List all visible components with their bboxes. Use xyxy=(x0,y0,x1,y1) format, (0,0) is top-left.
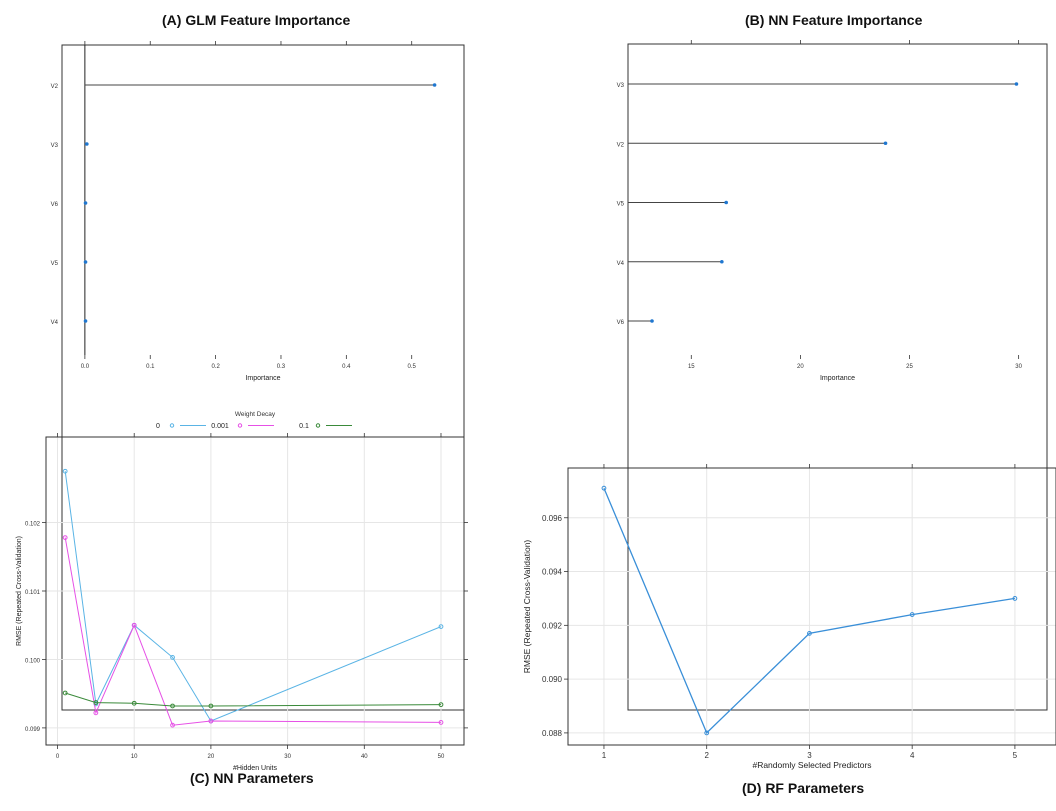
x-tick-label-b-30: 30 xyxy=(1015,364,1022,370)
title-panel-a: (A) GLM Feature Importance xyxy=(162,12,351,28)
y-axis-label-d: RMSE (Repeated Cross-Validation) xyxy=(522,540,532,674)
x-axis-label-d: #Randomly Selected Predictors xyxy=(752,760,871,770)
point-a-v5 xyxy=(83,260,88,264)
point-c-1-0 xyxy=(62,535,68,541)
point-c-0-5 xyxy=(438,624,444,629)
point-c-1-3 xyxy=(170,722,175,728)
point-c-1-5 xyxy=(438,720,444,725)
x-tick-label-c-10: 10 xyxy=(131,754,138,760)
x-tick-label-b-20: 20 xyxy=(797,364,804,370)
y-tick-label-c-0.102: 0.102 xyxy=(25,522,41,528)
category-label-b-v5: V5 xyxy=(617,202,625,208)
y-tick-label-d-0.092: 0.092 xyxy=(542,621,563,630)
x-axis-label-c: #Hidden Units xyxy=(233,765,277,772)
point-c-2-5 xyxy=(438,702,444,708)
x-tick-label-d-4: 4 xyxy=(910,751,915,760)
point-a-v2 xyxy=(432,83,437,87)
title-panel-c: (C) NN Parameters xyxy=(190,770,314,786)
plot-frame-a xyxy=(61,44,465,711)
legend-label-c-1: 0.001 xyxy=(211,423,229,430)
point-c-2-1 xyxy=(93,700,99,705)
x-tick-label-a-0.2: 0.2 xyxy=(211,364,220,370)
y-tick-label-d-0.094: 0.094 xyxy=(542,568,563,577)
x-axis-label-a: Importance xyxy=(245,375,280,382)
plot-frame-b xyxy=(627,43,1048,711)
x-tick-label-a-0.3: 0.3 xyxy=(277,364,286,370)
y-tick-label-c-0.101: 0.101 xyxy=(25,590,41,596)
point-c-2-4 xyxy=(208,703,214,709)
plot-frame-d xyxy=(567,467,1056,746)
point-b-v2 xyxy=(883,141,888,146)
point-c-2-3 xyxy=(170,703,175,709)
point-b-v5 xyxy=(724,200,729,205)
point-d-0-0 xyxy=(601,485,607,491)
point-c-2-0 xyxy=(62,690,68,696)
x-tick-label-b-15: 15 xyxy=(688,364,695,370)
category-label-b-v6: V6 xyxy=(617,320,625,326)
series-line-c-1 xyxy=(64,537,442,726)
x-tick-label-c-20: 20 xyxy=(208,754,215,760)
x-tick-label-d-2: 2 xyxy=(704,751,709,760)
x-tick-label-d-3: 3 xyxy=(807,751,812,760)
x-tick-label-c-40: 40 xyxy=(361,754,368,760)
point-b-v6 xyxy=(650,319,654,323)
y-tick-label-c-0.100: 0.100 xyxy=(25,658,41,664)
point-d-0-2 xyxy=(807,630,812,636)
x-tick-label-c-0: 0 xyxy=(56,754,60,760)
point-b-v3 xyxy=(1014,82,1019,86)
point-c-1-4 xyxy=(208,718,214,724)
category-label-a-v4: V4 xyxy=(51,320,59,326)
y-tick-label-d-0.096: 0.096 xyxy=(542,514,563,523)
point-c-1-2 xyxy=(131,622,137,628)
legend-marker-c-1 xyxy=(237,423,243,428)
category-label-a-v2: V2 xyxy=(51,84,59,90)
category-label-a-v5: V5 xyxy=(51,261,59,267)
x-tick-label-b-25: 25 xyxy=(906,364,913,370)
point-d-0-1 xyxy=(704,730,710,736)
legend-label-c-2: 0.1 xyxy=(299,423,309,430)
series-line-c-2 xyxy=(65,692,442,707)
legend-label-c-0: 0 xyxy=(156,423,160,430)
point-d-0-3 xyxy=(909,612,915,617)
category-label-a-v3: V3 xyxy=(51,143,59,149)
x-axis-label-b: Importance xyxy=(820,375,855,382)
legend-marker-c-0 xyxy=(169,423,175,428)
point-c-2-2 xyxy=(131,700,137,706)
x-tick-label-a-0.4: 0.4 xyxy=(342,364,351,370)
category-label-b-v3: V3 xyxy=(617,83,625,89)
title-panel-b: (B) NN Feature Importance xyxy=(745,12,923,28)
y-tick-label-d-0.088: 0.088 xyxy=(542,729,563,738)
point-a-v4 xyxy=(83,319,88,323)
point-c-0-0 xyxy=(62,468,68,474)
point-a-v3 xyxy=(85,142,89,146)
legend-title-c: Weight Decay xyxy=(235,411,276,418)
point-d-0-4 xyxy=(1012,596,1018,601)
point-c-1-1 xyxy=(93,710,99,716)
x-tick-label-d-5: 5 xyxy=(1013,751,1018,760)
series-line-c-0 xyxy=(64,471,442,722)
series-line-d-0 xyxy=(603,487,1016,735)
x-tick-label-a-0.0: 0.0 xyxy=(81,364,90,370)
y-axis-label-c: RMSE (Repeated Cross-Validation) xyxy=(16,536,23,646)
point-b-v4 xyxy=(720,259,724,264)
x-tick-label-a-0.1: 0.1 xyxy=(146,364,155,370)
x-tick-label-a-0.5: 0.5 xyxy=(408,364,417,370)
legend-marker-c-2 xyxy=(315,423,321,428)
x-tick-label-d-1: 1 xyxy=(602,751,607,760)
x-tick-label-c-50: 50 xyxy=(438,754,445,760)
category-label-b-v2: V2 xyxy=(617,142,625,148)
category-label-b-v4: V4 xyxy=(617,261,625,267)
category-label-a-v6: V6 xyxy=(51,202,59,208)
point-c-0-3 xyxy=(170,654,175,660)
point-a-v6 xyxy=(83,201,88,205)
y-tick-label-d-0.090: 0.090 xyxy=(542,675,563,684)
x-tick-label-c-30: 30 xyxy=(284,754,291,760)
y-tick-label-c-0.099: 0.099 xyxy=(25,727,41,733)
title-panel-d: (D) RF Parameters xyxy=(742,780,865,796)
